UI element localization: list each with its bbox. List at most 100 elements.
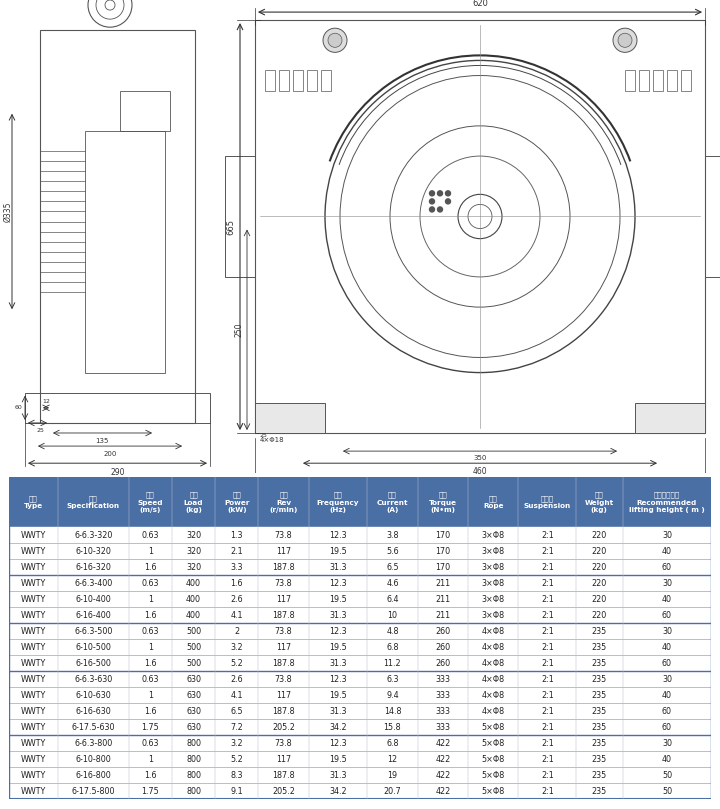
Text: 31.3: 31.3 <box>329 611 347 620</box>
Circle shape <box>438 191 443 196</box>
Text: 320: 320 <box>186 563 201 572</box>
Text: 333: 333 <box>436 675 450 684</box>
Bar <box>9 703 711 719</box>
Text: 170: 170 <box>436 547 451 556</box>
Text: 11.2: 11.2 <box>384 659 401 667</box>
Text: 235: 235 <box>592 691 607 700</box>
Text: 25: 25 <box>36 428 44 433</box>
Text: 10: 10 <box>387 611 397 620</box>
Text: 3.2: 3.2 <box>230 642 243 652</box>
Text: 12.3: 12.3 <box>329 531 347 540</box>
Text: 1.6: 1.6 <box>144 707 156 716</box>
Bar <box>705 156 720 277</box>
Text: 1: 1 <box>148 691 153 700</box>
Bar <box>9 623 711 639</box>
Text: 40: 40 <box>662 691 672 700</box>
Bar <box>9 671 711 688</box>
Text: 73.8: 73.8 <box>275 627 292 636</box>
Text: WWTY: WWTY <box>21 578 46 587</box>
Text: 187.8: 187.8 <box>272 771 295 780</box>
Text: 40: 40 <box>662 595 672 604</box>
Text: 187.8: 187.8 <box>272 707 295 716</box>
Text: 187.8: 187.8 <box>272 659 295 667</box>
Text: 2:1: 2:1 <box>541 547 554 556</box>
Bar <box>9 752 711 767</box>
Text: 6-6.3-630: 6-6.3-630 <box>74 675 112 684</box>
Circle shape <box>446 191 451 196</box>
Text: 73.8: 73.8 <box>275 739 292 748</box>
Text: 3×Φ8: 3×Φ8 <box>482 547 505 556</box>
Text: 30: 30 <box>662 531 672 540</box>
Text: 4.8: 4.8 <box>386 627 399 636</box>
Text: 235: 235 <box>592 707 607 716</box>
Text: 4.6: 4.6 <box>386 578 399 587</box>
Text: 320: 320 <box>186 547 201 556</box>
Text: 4×Φ8: 4×Φ8 <box>482 691 505 700</box>
Bar <box>9 543 711 559</box>
Text: 转速
Rev
(r/min): 转速 Rev (r/min) <box>269 492 298 513</box>
Text: 2:1: 2:1 <box>541 659 554 667</box>
Text: 6-6.3-800: 6-6.3-800 <box>74 739 112 748</box>
Text: 220: 220 <box>592 578 607 587</box>
Text: 12.3: 12.3 <box>329 578 347 587</box>
Text: WWTY: WWTY <box>21 739 46 748</box>
Text: 31.3: 31.3 <box>329 771 347 780</box>
Text: 2:1: 2:1 <box>541 771 554 780</box>
Text: 1.6: 1.6 <box>144 563 156 572</box>
Text: 0.63: 0.63 <box>142 675 159 684</box>
Text: 333: 333 <box>436 722 450 732</box>
Text: 2:1: 2:1 <box>541 739 554 748</box>
Text: 30: 30 <box>662 739 672 748</box>
Text: 290: 290 <box>110 468 125 477</box>
Text: 3.3: 3.3 <box>230 563 243 572</box>
Text: 31.3: 31.3 <box>329 707 347 716</box>
Text: 1.6: 1.6 <box>230 578 243 587</box>
Text: 6-17.5-800: 6-17.5-800 <box>72 787 115 796</box>
Text: 推荐提升高度
Recommended
lifting height ( m ): 推荐提升高度 Recommended lifting height ( m ) <box>629 492 705 513</box>
Bar <box>653 70 663 91</box>
Circle shape <box>328 33 342 48</box>
Text: 187.8: 187.8 <box>272 611 295 620</box>
Text: 6.8: 6.8 <box>386 642 399 652</box>
Bar <box>255 403 325 433</box>
Text: 170: 170 <box>436 563 451 572</box>
Text: WWTY: WWTY <box>21 547 46 556</box>
Text: 5.6: 5.6 <box>386 547 399 556</box>
Text: 400: 400 <box>186 595 201 604</box>
Text: 0.63: 0.63 <box>142 739 159 748</box>
Text: 5×Φ8: 5×Φ8 <box>482 722 505 732</box>
Text: 6.5: 6.5 <box>386 563 399 572</box>
Text: 转矩
Torque
(N•m): 转矩 Torque (N•m) <box>429 492 456 513</box>
Text: 235: 235 <box>592 642 607 652</box>
Text: 2.6: 2.6 <box>230 675 243 684</box>
Text: 333: 333 <box>436 707 450 716</box>
Text: 6.5: 6.5 <box>230 707 243 716</box>
Bar <box>9 688 711 703</box>
Text: 50: 50 <box>662 771 672 780</box>
Text: 1.6: 1.6 <box>144 659 156 667</box>
Text: 2:1: 2:1 <box>541 595 554 604</box>
Bar <box>667 70 677 91</box>
Text: WWTY: WWTY <box>21 563 46 572</box>
Text: 6-6.3-400: 6-6.3-400 <box>74 578 112 587</box>
Text: 4×Φ8: 4×Φ8 <box>482 642 505 652</box>
Text: 34.2: 34.2 <box>329 787 347 796</box>
Bar <box>9 719 711 735</box>
Text: 19.5: 19.5 <box>329 642 347 652</box>
Bar <box>25 392 210 423</box>
Text: 117: 117 <box>276 595 291 604</box>
Text: 20.7: 20.7 <box>384 787 401 796</box>
Text: 4×Φ8: 4×Φ8 <box>482 675 505 684</box>
Text: 4×Φ8: 4×Φ8 <box>482 627 505 636</box>
Bar <box>293 70 303 91</box>
Text: 620: 620 <box>472 0 488 8</box>
Text: 73.8: 73.8 <box>275 578 292 587</box>
Text: WWTY: WWTY <box>21 595 46 604</box>
Text: 12: 12 <box>387 755 397 764</box>
Text: 6-10-500: 6-10-500 <box>76 642 112 652</box>
Text: WWTY: WWTY <box>21 627 46 636</box>
Text: 422: 422 <box>435 787 451 796</box>
Bar <box>255 20 705 433</box>
Text: 19.5: 19.5 <box>329 755 347 764</box>
Text: 630: 630 <box>186 707 201 716</box>
